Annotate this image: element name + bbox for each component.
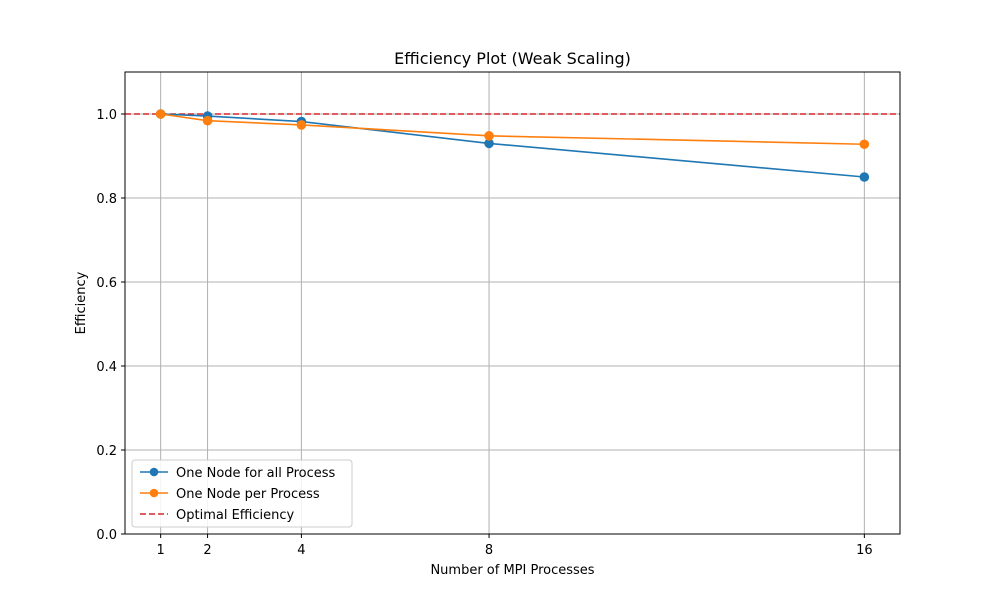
x-axis-title: Number of MPI Processes — [430, 563, 594, 578]
y-tick-label: 0.0 — [96, 528, 117, 543]
x-tick-label: 8 — [485, 543, 493, 558]
legend-label: One Node for all Process — [176, 466, 336, 481]
legend-swatch-marker — [149, 488, 159, 498]
x-tick-label: 4 — [297, 543, 305, 558]
x-tick-label: 1 — [157, 543, 165, 558]
series-2-point — [155, 109, 166, 119]
series-2-point — [484, 131, 494, 141]
series-markers — [155, 109, 870, 182]
x-tick-label: 2 — [203, 543, 211, 558]
x-axis-ticks: 1 2 4 8 16 — [157, 534, 873, 558]
y-tick-label: 0.4 — [96, 360, 117, 375]
y-tick-label: 0.6 — [96, 276, 117, 291]
series-2-point — [296, 120, 307, 130]
series-2-point — [859, 139, 870, 150]
series-2-point — [202, 115, 213, 126]
legend-swatch-marker — [149, 467, 159, 477]
y-axis-title: Efficiency — [74, 271, 89, 334]
legend-box — [131, 459, 353, 528]
legend: One Node for all Process One Node per Pro… — [131, 459, 353, 528]
chart-title: Efficiency Plot (Weak Scaling) — [394, 49, 631, 68]
legend-label: Optimal Efficiency — [176, 508, 294, 523]
y-tick-label: 0.2 — [96, 444, 117, 459]
series-1-point — [859, 172, 870, 182]
y-tick-label: 1.0 — [96, 108, 117, 123]
legend-label: One Node per Process — [176, 487, 320, 502]
y-axis-ticks: 0.0 0.2 0.4 0.6 0.8 1.0 — [96, 108, 125, 543]
x-tick-label: 16 — [856, 543, 873, 558]
plot-frame — [124, 71, 901, 535]
y-tick-label: 0.8 — [96, 192, 117, 207]
